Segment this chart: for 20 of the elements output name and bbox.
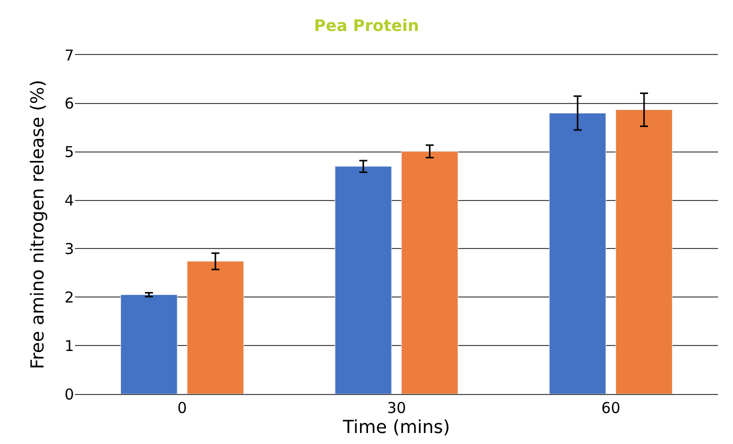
chart-title: Pea Protein	[314, 16, 419, 36]
y-tick-label: 1	[64, 336, 74, 355]
bar	[401, 151, 458, 394]
bar	[186, 261, 244, 394]
y-tick-label: 2	[64, 288, 74, 306]
x-axis-title: Time (mins)	[342, 417, 450, 438]
y-tick-label: 5	[64, 143, 74, 162]
y-tick-label: 0	[64, 385, 74, 404]
y-tick-label: 6	[64, 94, 74, 113]
x-tick-label: 30	[386, 399, 406, 417]
bar	[120, 294, 178, 394]
bar	[334, 166, 392, 394]
y-tick-label: 3	[64, 240, 74, 258]
y-tick-label: 7	[64, 46, 74, 64]
x-tick-label: 60	[601, 399, 620, 417]
bar	[549, 112, 606, 394]
x-tick-label: 0	[177, 399, 187, 417]
y-tick-label: 4	[64, 192, 74, 210]
bar	[616, 109, 673, 394]
y-axis-title: Free amino nitrogen release (%)	[28, 80, 49, 370]
